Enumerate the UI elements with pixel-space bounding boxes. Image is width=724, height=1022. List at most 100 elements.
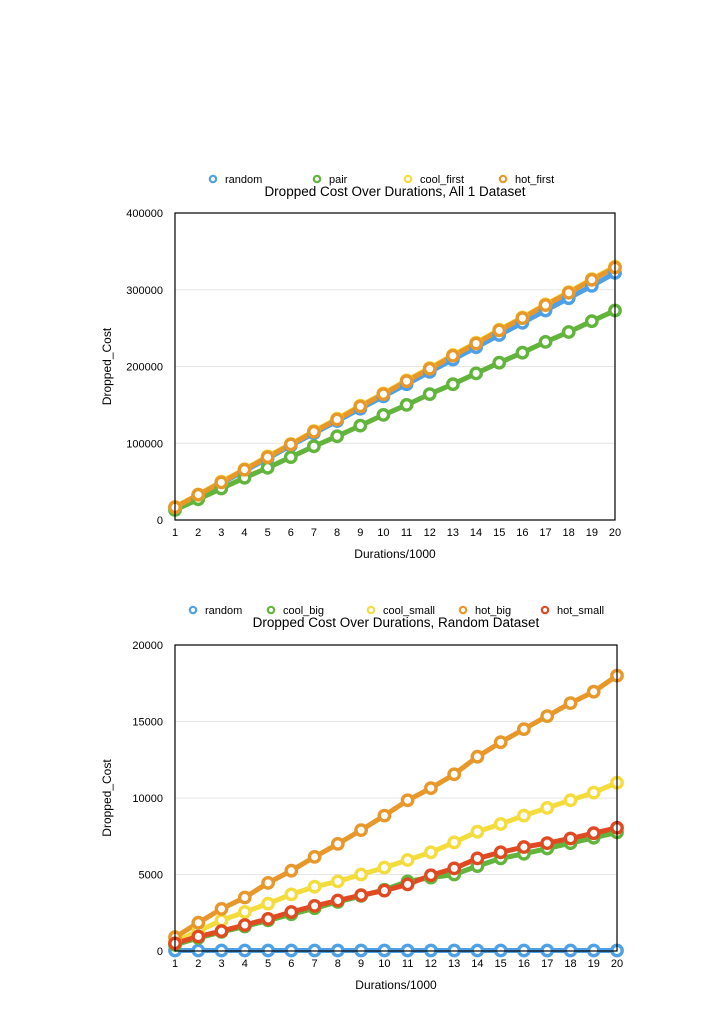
x-tick-label: 15 — [495, 958, 507, 970]
legend-item-cool_small: cool_small — [366, 605, 435, 617]
data-point-hot_small — [447, 861, 462, 876]
data-point-hot_first — [584, 272, 599, 287]
data-point-hot_first — [445, 348, 460, 363]
data-point-cool_small — [237, 905, 252, 919]
y-tick-label: 15000 — [132, 717, 163, 729]
data-point-hot_first — [538, 298, 553, 312]
legend-item-cool_first: cool_first — [403, 174, 464, 186]
data-point-hot_first — [306, 424, 321, 439]
data-point-hot_small — [563, 831, 578, 846]
x-tick-label: 16 — [518, 958, 530, 970]
data-point-hot_first — [399, 374, 414, 388]
y-tick-label: 5000 — [139, 870, 163, 882]
data-point-cool_small — [400, 853, 415, 867]
data-point-hot_small — [377, 883, 392, 898]
x-tick-label: 11 — [401, 527, 412, 539]
x-tick-label: 6 — [288, 958, 294, 970]
x-tick-label: 8 — [335, 958, 341, 970]
y-axis-label: Dropped_Cost — [100, 759, 114, 837]
data-point-hot_small — [354, 888, 368, 903]
data-point-pair — [538, 334, 553, 349]
data-point-hot_first — [330, 412, 344, 427]
data-point-cool_small — [586, 785, 601, 800]
data-point-cool_small — [563, 793, 578, 808]
plot-area — [168, 259, 622, 517]
y-tick-label: 10000 — [132, 793, 163, 805]
data-point-hot_big — [330, 837, 345, 851]
legend-item-random: random — [208, 174, 262, 186]
data-point-hot_first — [237, 462, 252, 477]
legend-marker-cool_big — [266, 605, 276, 615]
data-point-hot_first — [561, 285, 576, 300]
plot-frame — [174, 644, 618, 952]
data-point-hot_big — [307, 850, 322, 864]
data-point-hot_big — [563, 696, 578, 710]
data-point-pair — [492, 355, 507, 370]
legend-label-hot_big: hot_big — [475, 605, 511, 617]
legend-marker-random — [188, 605, 198, 615]
y-tick-label: 400000 — [126, 208, 163, 220]
data-point-hot_first — [191, 487, 206, 502]
data-point-hot_small — [586, 826, 601, 841]
y-tick-label: 300000 — [126, 285, 163, 297]
data-point-pair — [260, 460, 275, 475]
data-point-cool_small — [214, 913, 229, 928]
x-tick-label: 6 — [288, 527, 294, 539]
x-tick-label: 7 — [312, 958, 318, 970]
data-point-hot_big — [540, 709, 555, 723]
x-tick-label: 11 — [402, 958, 413, 970]
y-tick-label: 20000 — [132, 640, 163, 652]
x-tick-label: 13 — [448, 958, 460, 970]
data-point-hot_first — [422, 361, 437, 376]
data-point-pair — [376, 407, 391, 422]
data-point-hot_big — [586, 684, 601, 699]
x-tick-label: 19 — [586, 527, 598, 539]
legend-label-random: random — [205, 605, 242, 617]
chart-title: Dropped Cost Over Durations, All 1 Datas… — [264, 184, 525, 199]
legend-label-cool_big: cool_big — [283, 605, 324, 617]
legend-label-pair: pair — [329, 174, 348, 186]
data-point-hot_small — [423, 868, 438, 883]
data-point-cool_small — [493, 817, 508, 831]
x-tick-label: 14 — [471, 958, 483, 970]
x-axis-label: Durations/1000 — [354, 547, 436, 561]
data-point-hot_small — [470, 851, 485, 866]
data-point-hot_big — [377, 808, 392, 823]
x-tick-label: 9 — [358, 958, 364, 970]
x-tick-label: 17 — [541, 958, 553, 970]
data-point-hot_big — [237, 890, 252, 905]
data-point-hot_small — [493, 845, 508, 860]
data-point-pair — [399, 397, 414, 412]
x-tick-label: 16 — [516, 527, 528, 539]
legend-label-cool_first: cool_first — [420, 174, 464, 186]
legend-marker-pair — [312, 174, 322, 184]
data-point-cool_small — [330, 874, 345, 889]
x-tick-label: 5 — [265, 958, 271, 970]
data-point-hot_big — [493, 735, 508, 750]
data-point-hot_small — [400, 877, 415, 892]
data-point-hot_first — [515, 311, 530, 325]
x-tick-label: 3 — [218, 527, 224, 539]
data-point-hot_big — [447, 767, 462, 782]
data-point-cool_small — [423, 845, 438, 860]
legend-label-hot_small: hot_small — [557, 605, 604, 617]
x-tick-label: 14 — [470, 527, 482, 539]
y-tick-label: 200000 — [126, 362, 163, 374]
x-tick-label: 4 — [242, 958, 248, 970]
plot-frame — [174, 212, 616, 521]
legend-item-hot_first: hot_first — [498, 174, 554, 186]
data-point-hot_small — [261, 912, 275, 926]
data-point-cool_small — [377, 860, 392, 875]
legend-marker-hot_first — [498, 174, 508, 184]
data-point-hot_small — [330, 893, 345, 908]
data-point-hot_big — [261, 876, 275, 890]
data-point-cool_small — [261, 896, 275, 911]
data-point-hot_first — [469, 336, 483, 351]
plot-area — [168, 668, 624, 958]
data-point-pair — [353, 418, 368, 433]
x-tick-label: 18 — [564, 958, 576, 970]
data-point-pair — [561, 325, 576, 339]
data-point-hot_big — [423, 781, 438, 795]
data-point-pair — [469, 366, 483, 381]
data-point-pair — [584, 314, 599, 329]
